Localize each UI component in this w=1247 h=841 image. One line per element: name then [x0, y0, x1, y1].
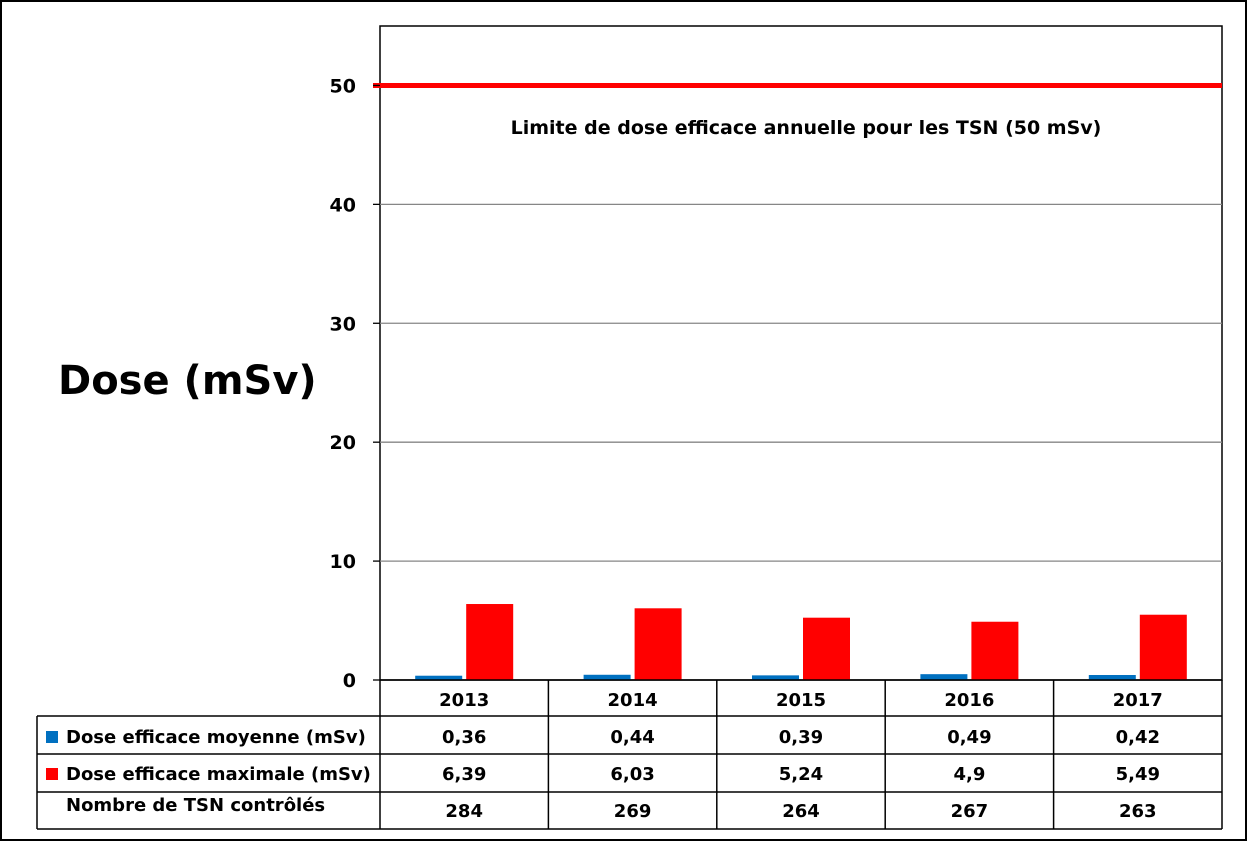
x-tick-label: 2016 [944, 690, 994, 711]
data-label: 0,49 [947, 727, 991, 748]
x-tick-label: 2017 [1113, 690, 1163, 711]
legend-swatch [46, 768, 58, 780]
data-label: 4,9 [953, 764, 985, 785]
bar-maximale-2015 [803, 617, 850, 680]
legend-swatch [46, 731, 58, 743]
legend-entry: Nombre de TSN contrôlés [66, 795, 325, 816]
y-tick-label: 20 [330, 432, 356, 454]
data-label: 284 [445, 801, 483, 822]
legend-entry: Dose efficace moyenne (mSv) [66, 727, 366, 748]
data-label: 0,36 [442, 727, 486, 748]
legend-entry: Dose efficace maximale (mSv) [66, 764, 371, 785]
y-tick-label: 50 [330, 75, 356, 97]
y-axis-label: Dose (mSv) [58, 358, 317, 404]
data-label: 267 [951, 801, 989, 822]
bar-moyenne-2014 [583, 674, 631, 680]
x-tick-label: 2013 [439, 690, 489, 711]
data-label: 264 [782, 801, 820, 822]
bar-moyenne-2013 [415, 675, 463, 680]
bar-maximale-2016 [971, 621, 1019, 680]
bar-maximale-2013 [466, 604, 514, 680]
data-label: 0,39 [779, 727, 823, 748]
data-label: 6,39 [442, 764, 486, 785]
limit-annotation: Limite de dose efficace annuelle pour le… [511, 117, 1102, 139]
bar-moyenne-2017 [1088, 675, 1136, 680]
data-label: 269 [614, 801, 652, 822]
y-tick-label: 30 [330, 313, 356, 335]
x-tick-label: 2015 [776, 690, 826, 711]
data-label: 263 [1119, 801, 1157, 822]
bar-moyenne-2015 [752, 675, 799, 680]
x-tick-label: 2014 [608, 690, 658, 711]
bar-maximale-2017 [1139, 614, 1187, 680]
data-label: 0,42 [1116, 727, 1160, 748]
bar-moyenne-2016 [920, 674, 968, 680]
data-label: 6,03 [610, 764, 654, 785]
y-tick-label: 0 [343, 670, 356, 692]
data-label: 5,49 [1116, 764, 1160, 785]
y-tick-label: 10 [330, 551, 356, 573]
bar-maximale-2014 [634, 608, 682, 680]
y-tick-label: 40 [330, 194, 356, 216]
data-label: 5,24 [779, 764, 823, 785]
data-label: 0,44 [610, 727, 654, 748]
